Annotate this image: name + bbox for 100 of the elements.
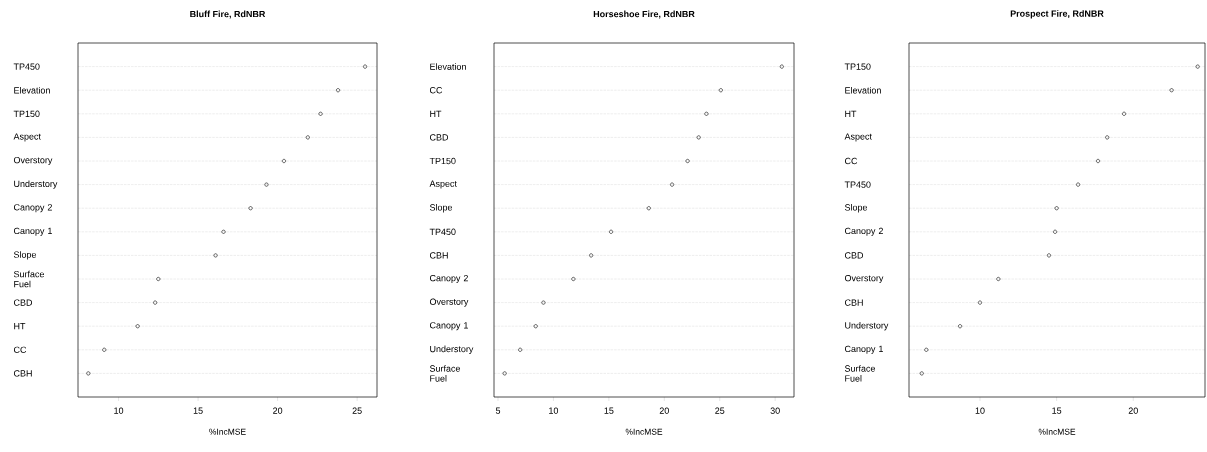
x-tick-label: 15	[604, 407, 614, 414]
x-tick-label: 10	[114, 407, 124, 414]
point	[1046, 253, 1051, 258]
point	[589, 253, 594, 258]
point	[502, 371, 507, 376]
point	[153, 300, 158, 305]
y-tick-label: CC	[13, 346, 27, 353]
y-tick-label: TP150	[844, 63, 871, 70]
y-tick-label: Slope	[13, 251, 37, 260]
x-axis-title: %IncMSE	[1038, 428, 1076, 435]
x-tick-label: 25	[715, 407, 725, 414]
y-tick-label: Overstory	[13, 156, 53, 166]
y-tick-label: CBH	[844, 299, 863, 306]
point	[1054, 206, 1059, 211]
y-tick-label: Aspect	[13, 133, 41, 142]
y-tick-label: HT	[845, 110, 857, 117]
point	[221, 229, 226, 234]
y-tick-label: CBD	[429, 134, 449, 141]
point	[958, 324, 963, 329]
y-tick-label: Slope	[429, 204, 453, 213]
point	[571, 277, 576, 281]
x-tick-label: 30	[770, 407, 780, 414]
point	[924, 347, 929, 352]
point	[1122, 111, 1127, 116]
point	[779, 64, 784, 69]
y-tick-label: TP450	[844, 181, 871, 188]
x-tick-label: 20	[273, 407, 283, 414]
point	[685, 159, 690, 163]
y-tick-label: Canopy 1	[429, 322, 468, 331]
point	[363, 64, 368, 69]
point	[1076, 182, 1081, 187]
y-tick-label: Understory	[845, 322, 889, 331]
point	[1105, 135, 1110, 140]
point	[696, 135, 701, 140]
point	[1195, 64, 1200, 69]
y-tick-label: CC	[844, 157, 858, 165]
point	[213, 253, 218, 258]
point	[156, 277, 161, 281]
point	[718, 88, 723, 93]
point	[541, 300, 546, 305]
y-tick-label: Surface Fuel	[429, 365, 461, 382]
point	[1053, 229, 1058, 234]
point	[102, 347, 107, 352]
y-tick-label: Overstory	[844, 274, 884, 284]
y-tick-label: Understory	[14, 180, 58, 189]
y-tick-label: Surface Fuel	[844, 365, 876, 382]
x-tick-label: 15	[193, 407, 203, 414]
y-tick-label: Slope	[844, 204, 868, 213]
point	[919, 371, 924, 376]
x-axis-title: %IncMSE	[625, 428, 663, 435]
y-tick-label: Elevation	[845, 86, 881, 94]
point	[336, 88, 341, 93]
x-axis-title: %IncMSE	[209, 428, 246, 435]
x-tick-label: 5	[495, 407, 501, 414]
y-tick-label: Elevation	[14, 86, 50, 94]
y-tick-label: HT	[430, 110, 442, 117]
chart-title: Bluff Fire, RdNBR	[190, 10, 266, 19]
y-tick-label: TP450	[13, 63, 40, 70]
x-tick-label: 15	[1052, 407, 1062, 414]
x-tick-label: 20	[1128, 407, 1138, 414]
y-tick-label: Canopy 1	[13, 227, 52, 236]
y-tick-label: HT	[14, 323, 26, 330]
point	[996, 277, 1001, 281]
x-tick-label: 20	[659, 407, 669, 414]
point	[704, 111, 709, 116]
point	[533, 324, 538, 329]
point	[305, 135, 310, 140]
y-tick-label: Surface Fuel	[13, 270, 45, 288]
chart-title: Prospect Fire, RdNBR	[1010, 10, 1104, 19]
point	[86, 371, 91, 376]
y-tick-label: Canopy 2	[844, 227, 883, 236]
point	[248, 206, 253, 211]
point	[646, 206, 651, 211]
point	[1096, 159, 1101, 163]
y-tick-label: Canopy 2	[429, 274, 468, 284]
x-tick-label: 25	[352, 407, 362, 414]
y-tick-label: Understory	[430, 345, 474, 354]
y-tick-label: CBH	[13, 370, 32, 377]
y-tick-label: Elevation	[430, 63, 466, 70]
point	[264, 182, 269, 187]
y-tick-label: TP150	[429, 157, 456, 165]
y-tick-label: Overstory	[429, 298, 469, 307]
y-tick-label: Canopy 2	[13, 204, 52, 213]
y-tick-label: CBH	[429, 252, 448, 259]
point	[518, 347, 523, 352]
chart-title: Horseshoe Fire, RdNBR	[593, 10, 695, 19]
point	[670, 182, 675, 187]
y-tick-label: Aspect	[429, 180, 457, 189]
point	[318, 111, 323, 116]
y-tick-label: TP150	[13, 110, 40, 117]
point	[281, 159, 286, 163]
point	[135, 324, 140, 329]
y-tick-label: CBD	[13, 299, 33, 306]
y-tick-label: CC	[429, 87, 443, 94]
point	[609, 229, 614, 234]
x-tick-label: 10	[549, 407, 559, 414]
y-tick-label: CBD	[844, 252, 864, 259]
x-tick-label: 10	[975, 407, 985, 414]
y-tick-label: Canopy 1	[844, 345, 883, 354]
point	[1169, 88, 1174, 93]
